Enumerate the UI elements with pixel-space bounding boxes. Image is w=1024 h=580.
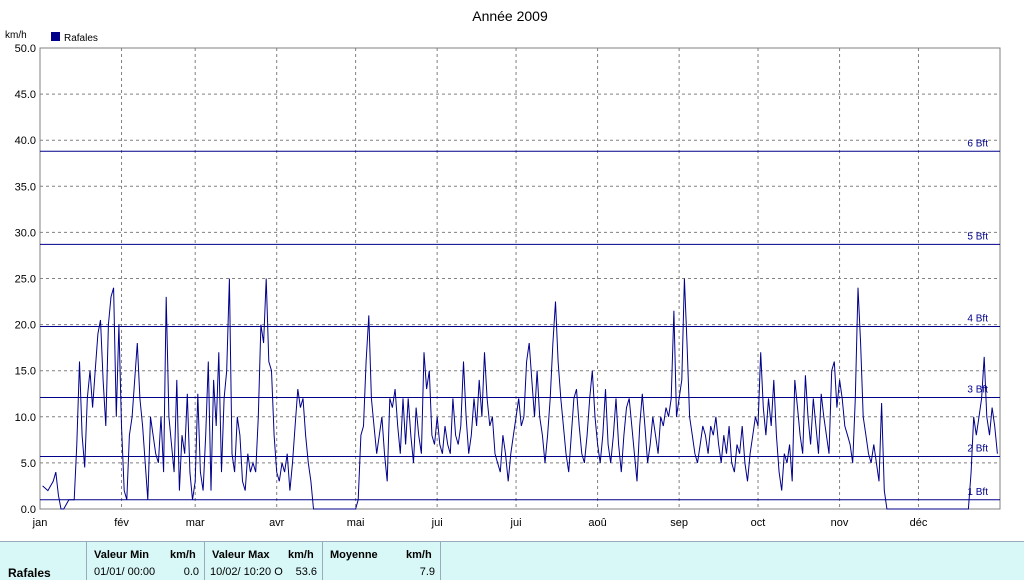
footer-series-name: Rafales bbox=[8, 566, 51, 580]
stat-max-value: 53.6 bbox=[295, 566, 317, 578]
x-tick-label: déc bbox=[910, 517, 928, 529]
beaufort-lines: 1 Bft 2 Bft 3 Bft 4 Bft 5 Bft 6 Bft bbox=[40, 138, 1000, 501]
x-tick-label: oct bbox=[751, 517, 766, 529]
stat-avg-header: Moyenne bbox=[330, 549, 378, 561]
y-tick-label: 45.0 bbox=[15, 89, 36, 101]
y-tick-label: 35.0 bbox=[15, 181, 36, 193]
y-tick-label: 30.0 bbox=[15, 227, 36, 239]
y-axis-ticks: 0.0 5.0 10.0 15.0 20.0 25.0 30.0 35.0 40.0 45.0 50… bbox=[15, 43, 36, 516]
y-tick-label: 40.0 bbox=[15, 135, 36, 147]
beaufort-label: 3 Bft bbox=[967, 384, 988, 395]
chart-area: Année 2009 km/h Rafales 1 Bft 2 Bft 3 Bft 4… bbox=[5, 8, 1001, 529]
y-tick-label: 10.0 bbox=[15, 412, 36, 424]
y-tick-label: 50.0 bbox=[15, 43, 36, 55]
x-tick-label: sep bbox=[670, 517, 688, 529]
stat-min-unit: km/h bbox=[170, 549, 196, 561]
stat-divider bbox=[440, 542, 442, 580]
y-axis-unit: km/h bbox=[5, 30, 27, 41]
stat-min-value: 0.0 bbox=[183, 566, 199, 578]
legend-swatch bbox=[51, 32, 60, 41]
stat-max-cell: Valeur Max km/h 10/02/ 10:20 O 53.6 bbox=[204, 542, 323, 580]
x-tick-label: jui bbox=[431, 517, 443, 529]
x-axis-ticks: jan fév mar avr mai jui jui aoû sep oct nov déc bbox=[32, 517, 928, 529]
beaufort-label: 4 Bft bbox=[967, 313, 988, 324]
x-tick-label: avr bbox=[269, 517, 285, 529]
x-tick-label: jui bbox=[510, 517, 522, 529]
stat-avg-unit: km/h bbox=[406, 549, 432, 561]
stat-min-cell: Valeur Min km/h 01/01/ 00:00 0.0 bbox=[86, 542, 205, 580]
stat-min-header: Valeur Min bbox=[94, 549, 150, 561]
stat-avg-value: 7.9 bbox=[419, 566, 435, 578]
stats-footer: Rafales Valeur Min km/h 01/01/ 00:00 0.0… bbox=[0, 541, 1024, 580]
stat-max-datetime: 10/02/ 10:20 O bbox=[210, 566, 283, 578]
stat-max-unit: km/h bbox=[288, 549, 314, 561]
series-line-rafales bbox=[42, 278, 998, 510]
beaufort-label: 6 Bft bbox=[967, 138, 988, 149]
chart-title: Année 2009 bbox=[472, 8, 548, 24]
beaufort-label: 5 Bft bbox=[967, 231, 988, 242]
beaufort-label: 2 Bft bbox=[967, 443, 988, 454]
x-tick-label: aoû bbox=[588, 517, 606, 529]
x-tick-label: mar bbox=[186, 517, 205, 529]
stat-min-datetime: 01/01/ 00:00 bbox=[94, 566, 156, 578]
stat-max-header: Valeur Max bbox=[212, 549, 270, 561]
x-tick-label: nov bbox=[831, 517, 849, 529]
stat-avg-cell: Moyenne km/h 7.9 bbox=[322, 542, 441, 580]
y-tick-label: 20.0 bbox=[15, 320, 36, 332]
y-tick-label: 15.0 bbox=[15, 366, 36, 378]
y-tick-label: 0.0 bbox=[21, 504, 36, 516]
legend-label: Rafales bbox=[64, 33, 98, 44]
y-tick-label: 25.0 bbox=[15, 274, 36, 286]
y-tick-label: 5.0 bbox=[21, 458, 36, 470]
x-tick-label: jan bbox=[32, 517, 48, 529]
x-tick-label: mai bbox=[347, 517, 365, 529]
beaufort-label: 1 Bft bbox=[967, 487, 988, 498]
x-tick-label: fév bbox=[114, 517, 129, 529]
